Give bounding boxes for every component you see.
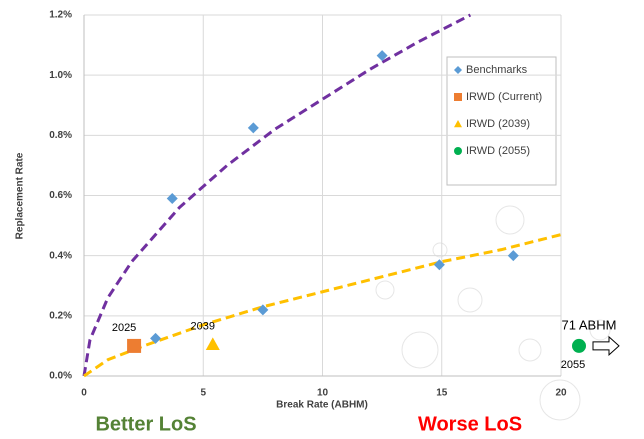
point-label: 2039 bbox=[191, 320, 215, 332]
y-tick-label: 0.0% bbox=[49, 371, 72, 382]
legend-box bbox=[446, 56, 557, 186]
x-axis-title: Break Rate (ABHM) bbox=[276, 400, 368, 411]
x-tick-label: 0 bbox=[81, 388, 87, 399]
y-tick-label: 0.8% bbox=[49, 130, 72, 141]
trendline bbox=[83, 233, 562, 378]
legend-label: Benchmarks bbox=[466, 64, 528, 76]
data-point bbox=[127, 338, 142, 353]
y-tick-label: 1.2% bbox=[49, 10, 72, 21]
legend-marker bbox=[454, 93, 462, 101]
legend-label: IRWD (2039) bbox=[466, 118, 530, 130]
better-los: Better LoS bbox=[95, 413, 196, 435]
legend-marker bbox=[454, 66, 462, 74]
data-point bbox=[572, 338, 586, 353]
off-scale-arrow bbox=[592, 335, 620, 357]
x-tick-label: 5 bbox=[200, 388, 206, 399]
off-scale-note: 71 ABHM bbox=[562, 317, 617, 332]
legend-label: IRWD (2055) bbox=[466, 145, 530, 157]
data-point bbox=[376, 50, 388, 62]
point-label: 2055 bbox=[561, 359, 585, 371]
data-point bbox=[507, 250, 519, 262]
point-label: 2025 bbox=[112, 322, 136, 334]
background-bubbles bbox=[375, 205, 611, 421]
x-tick-label: 10 bbox=[317, 388, 329, 399]
data-point bbox=[166, 193, 178, 205]
worse-los: Worse LoS bbox=[418, 413, 522, 435]
x-tick-label: 20 bbox=[555, 388, 567, 399]
y-axis-title: Replacement Rate bbox=[15, 152, 26, 239]
legend-label: IRWD (Current) bbox=[466, 91, 542, 103]
y-tick-label: 1.0% bbox=[49, 70, 72, 81]
x-tick-label: 15 bbox=[436, 388, 448, 399]
legend-marker bbox=[454, 120, 462, 128]
data-point bbox=[247, 122, 259, 134]
legend-marker bbox=[454, 147, 462, 155]
data-point bbox=[205, 337, 220, 351]
data-point bbox=[150, 332, 162, 344]
trendline bbox=[82, 13, 472, 377]
data-point bbox=[433, 259, 445, 271]
data-point bbox=[257, 304, 269, 316]
y-tick-label: 0.6% bbox=[49, 190, 72, 201]
y-tick-label: 0.4% bbox=[49, 250, 72, 261]
y-tick-label: 0.2% bbox=[49, 310, 72, 321]
